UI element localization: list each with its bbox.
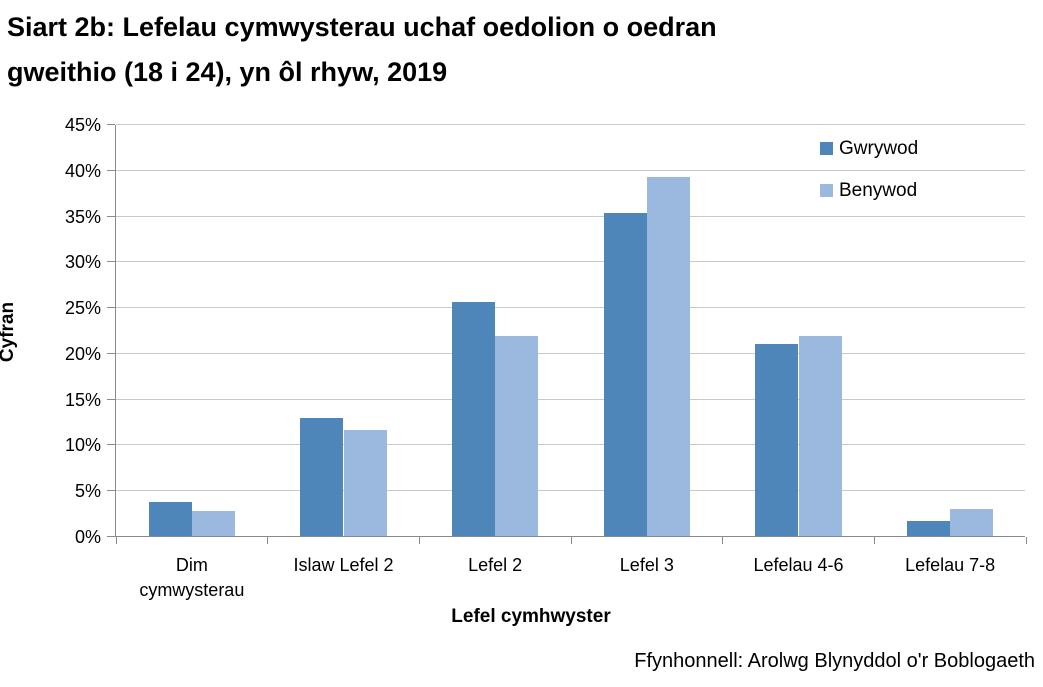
legend: Gwrywod Benywod bbox=[820, 138, 918, 222]
legend-label-gwrywod: Gwrywod bbox=[839, 137, 919, 159]
y-tick-45 bbox=[107, 124, 115, 125]
y-tick-label-25: 25% bbox=[64, 298, 101, 319]
bar-gwrywod-dim-cymwysterau bbox=[148, 502, 192, 536]
y-tick-40 bbox=[107, 169, 115, 171]
category-label-lefel-2: Lefel 2 bbox=[468, 555, 523, 575]
legend-entry-benywod: Benywod bbox=[820, 180, 918, 201]
gridline-45 bbox=[116, 124, 1025, 125]
plot-area: 0% 5% 10% 15% 20% 25% 30% 35% 40% 45% Dim cymwyste… bbox=[65, 115, 1027, 600]
x-tick-0 bbox=[115, 537, 117, 544]
x-tick-2 bbox=[418, 537, 420, 544]
y-tick-30 bbox=[107, 261, 115, 263]
bar-benywod-lefelau-4-6 bbox=[798, 335, 842, 536]
x-axis-title: Lefel cymhwyster bbox=[451, 606, 611, 627]
bar-gwrywod-lefelau-4-6 bbox=[755, 343, 799, 536]
y-tick-5 bbox=[107, 490, 115, 492]
gridline-40 bbox=[116, 169, 1025, 171]
y-tick-35 bbox=[107, 215, 115, 217]
gridline-35 bbox=[116, 215, 1025, 217]
bar-gwrywod-lefel-2 bbox=[451, 301, 496, 536]
y-tick-label-40: 40% bbox=[64, 160, 101, 181]
y-tick-25 bbox=[107, 307, 115, 309]
x-tick-6 bbox=[1025, 537, 1027, 544]
bar-benywod-lefelau-7-8 bbox=[950, 509, 994, 536]
bar-benywod-islaw-lefel-2 bbox=[343, 429, 387, 536]
category-label-lefel-3: Lefel 3 bbox=[619, 555, 674, 575]
category-label-islaw-lefel-2: Islaw Lefel 2 bbox=[293, 555, 394, 575]
chart-title-line-1: Siart 2b: Lefelau cymwysterau uchaf oedo… bbox=[7, 12, 717, 42]
y-tick-label-15: 15% bbox=[64, 389, 101, 410]
y-axis-title: Cyfran bbox=[0, 301, 18, 363]
category-label-lefelau-7-8: Lefelau 7-8 bbox=[905, 555, 996, 575]
bar-gwrywod-lefelau-7-8 bbox=[906, 521, 951, 536]
legend-label-benywod: Benywod bbox=[839, 179, 918, 201]
bar-benywod-lefel-2 bbox=[495, 335, 539, 536]
x-tick-4 bbox=[722, 537, 724, 544]
gridline-5 bbox=[116, 490, 1025, 492]
y-tick-15 bbox=[107, 398, 115, 400]
y-tick-label-10: 10% bbox=[64, 435, 101, 456]
chart-title: Siart 2b: Lefelau cymwysterau uchaf oedo… bbox=[7, 5, 1017, 95]
source-note: Ffynhonnell: Arolwg Blynyddol o'r Boblog… bbox=[634, 650, 1035, 672]
category-label-lefelau-4-6: Lefelau 4-6 bbox=[753, 555, 844, 575]
y-tick-label-5: 5% bbox=[74, 481, 101, 502]
y-tick-label-35: 35% bbox=[64, 206, 101, 227]
bar-benywod-lefel-3 bbox=[646, 177, 691, 536]
x-tick-1 bbox=[267, 537, 269, 544]
y-tick-label-20: 20% bbox=[64, 343, 101, 364]
y-tick-label-0: 0% bbox=[74, 527, 101, 547]
gridline-25 bbox=[116, 307, 1025, 309]
gridline-30 bbox=[116, 261, 1025, 263]
gridline-15 bbox=[116, 398, 1025, 400]
legend-entry-gwrywod: Gwrywod bbox=[820, 138, 918, 159]
y-tick-label-45: 45% bbox=[64, 115, 101, 135]
legend-swatch-gwrywod bbox=[820, 142, 833, 155]
x-tick-3 bbox=[570, 537, 572, 544]
chart-title-line-2: gweithio (18 i 24), yn ôl rhyw, 2019 bbox=[7, 57, 448, 87]
y-tick-10 bbox=[107, 444, 115, 446]
y-tick-label-30: 30% bbox=[64, 252, 101, 273]
gridline-20 bbox=[116, 352, 1025, 354]
category-label-dim-cymwysterau: Dim cymwysterau bbox=[139, 555, 245, 600]
y-tick-0 bbox=[107, 536, 115, 537]
bar-benywod-dim-cymwysterau bbox=[191, 511, 236, 536]
bar-gwrywod-lefel-3 bbox=[603, 212, 647, 536]
bar-gwrywod-islaw-lefel-2 bbox=[300, 417, 344, 536]
gridline-10 bbox=[116, 444, 1025, 446]
y-tick-20 bbox=[107, 352, 115, 354]
legend-swatch-benywod bbox=[820, 184, 833, 197]
x-tick-5 bbox=[873, 537, 875, 544]
